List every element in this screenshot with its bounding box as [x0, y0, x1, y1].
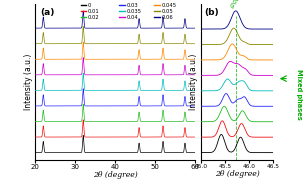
Text: (200): (200) — [230, 0, 243, 9]
Text: Mixed phases: Mixed phases — [296, 69, 302, 120]
Text: (a): (a) — [40, 9, 54, 17]
Y-axis label: Intensity (a.u.): Intensity (a.u.) — [189, 53, 198, 110]
Text: (b): (b) — [204, 9, 219, 17]
X-axis label: 2θ (degree): 2θ (degree) — [93, 171, 138, 179]
Legend: 0.045, 0.05, 0.06: 0.045, 0.05, 0.06 — [154, 3, 177, 20]
X-axis label: 2θ (degree): 2θ (degree) — [215, 170, 259, 178]
Y-axis label: Intensity (a.u.): Intensity (a.u.) — [24, 53, 33, 110]
